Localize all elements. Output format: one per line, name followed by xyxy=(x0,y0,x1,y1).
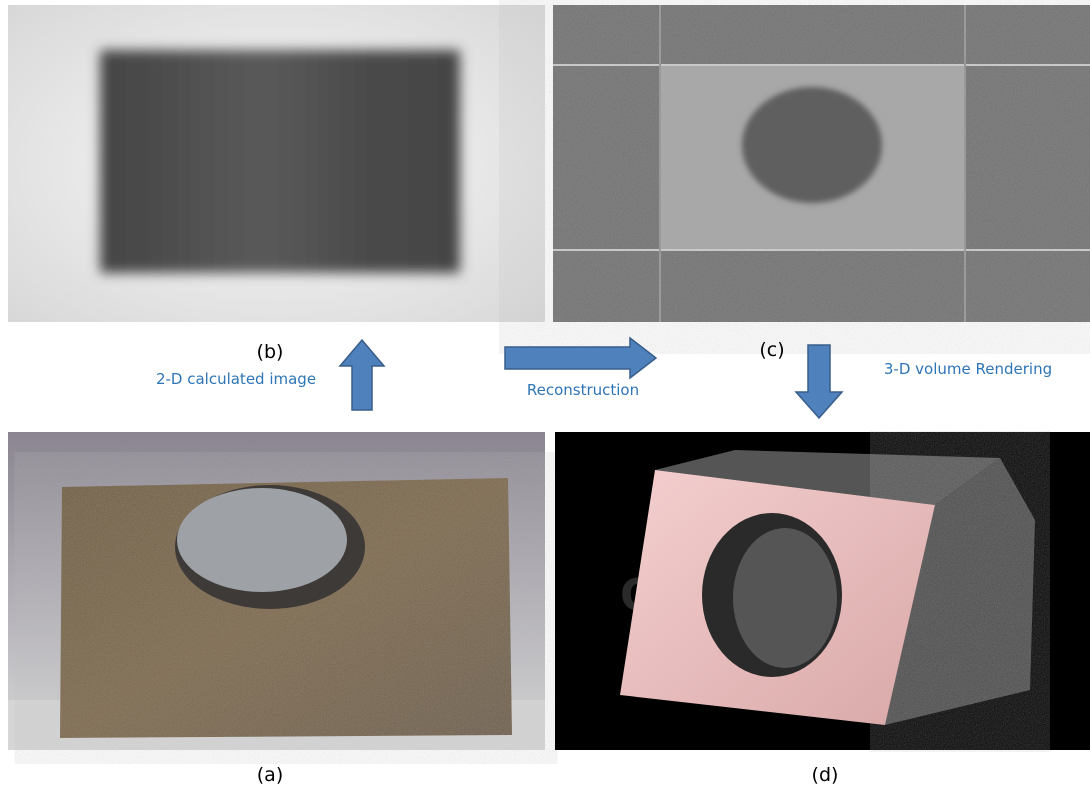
step-calculation: 2-D calculated image xyxy=(156,370,316,388)
arrow-right xyxy=(505,338,656,378)
label-d: (d) xyxy=(812,764,839,786)
label-b: (b) xyxy=(257,341,284,363)
step-reconstruction: Reconstruction xyxy=(527,381,639,399)
figure: ODE (b) (c) (a) (d) 2-D calculated image… xyxy=(0,0,1090,787)
label-c: (c) xyxy=(759,339,784,361)
step-rendering: 3-D volume Rendering xyxy=(884,360,1052,378)
arrow-down xyxy=(796,345,842,418)
panel-b-image xyxy=(8,5,545,322)
panel-a-image xyxy=(8,432,545,750)
panel-d-image: ODE xyxy=(555,432,1090,750)
arrow-up xyxy=(340,340,384,410)
label-a: (a) xyxy=(257,764,283,786)
panel-c-image xyxy=(553,5,1090,322)
